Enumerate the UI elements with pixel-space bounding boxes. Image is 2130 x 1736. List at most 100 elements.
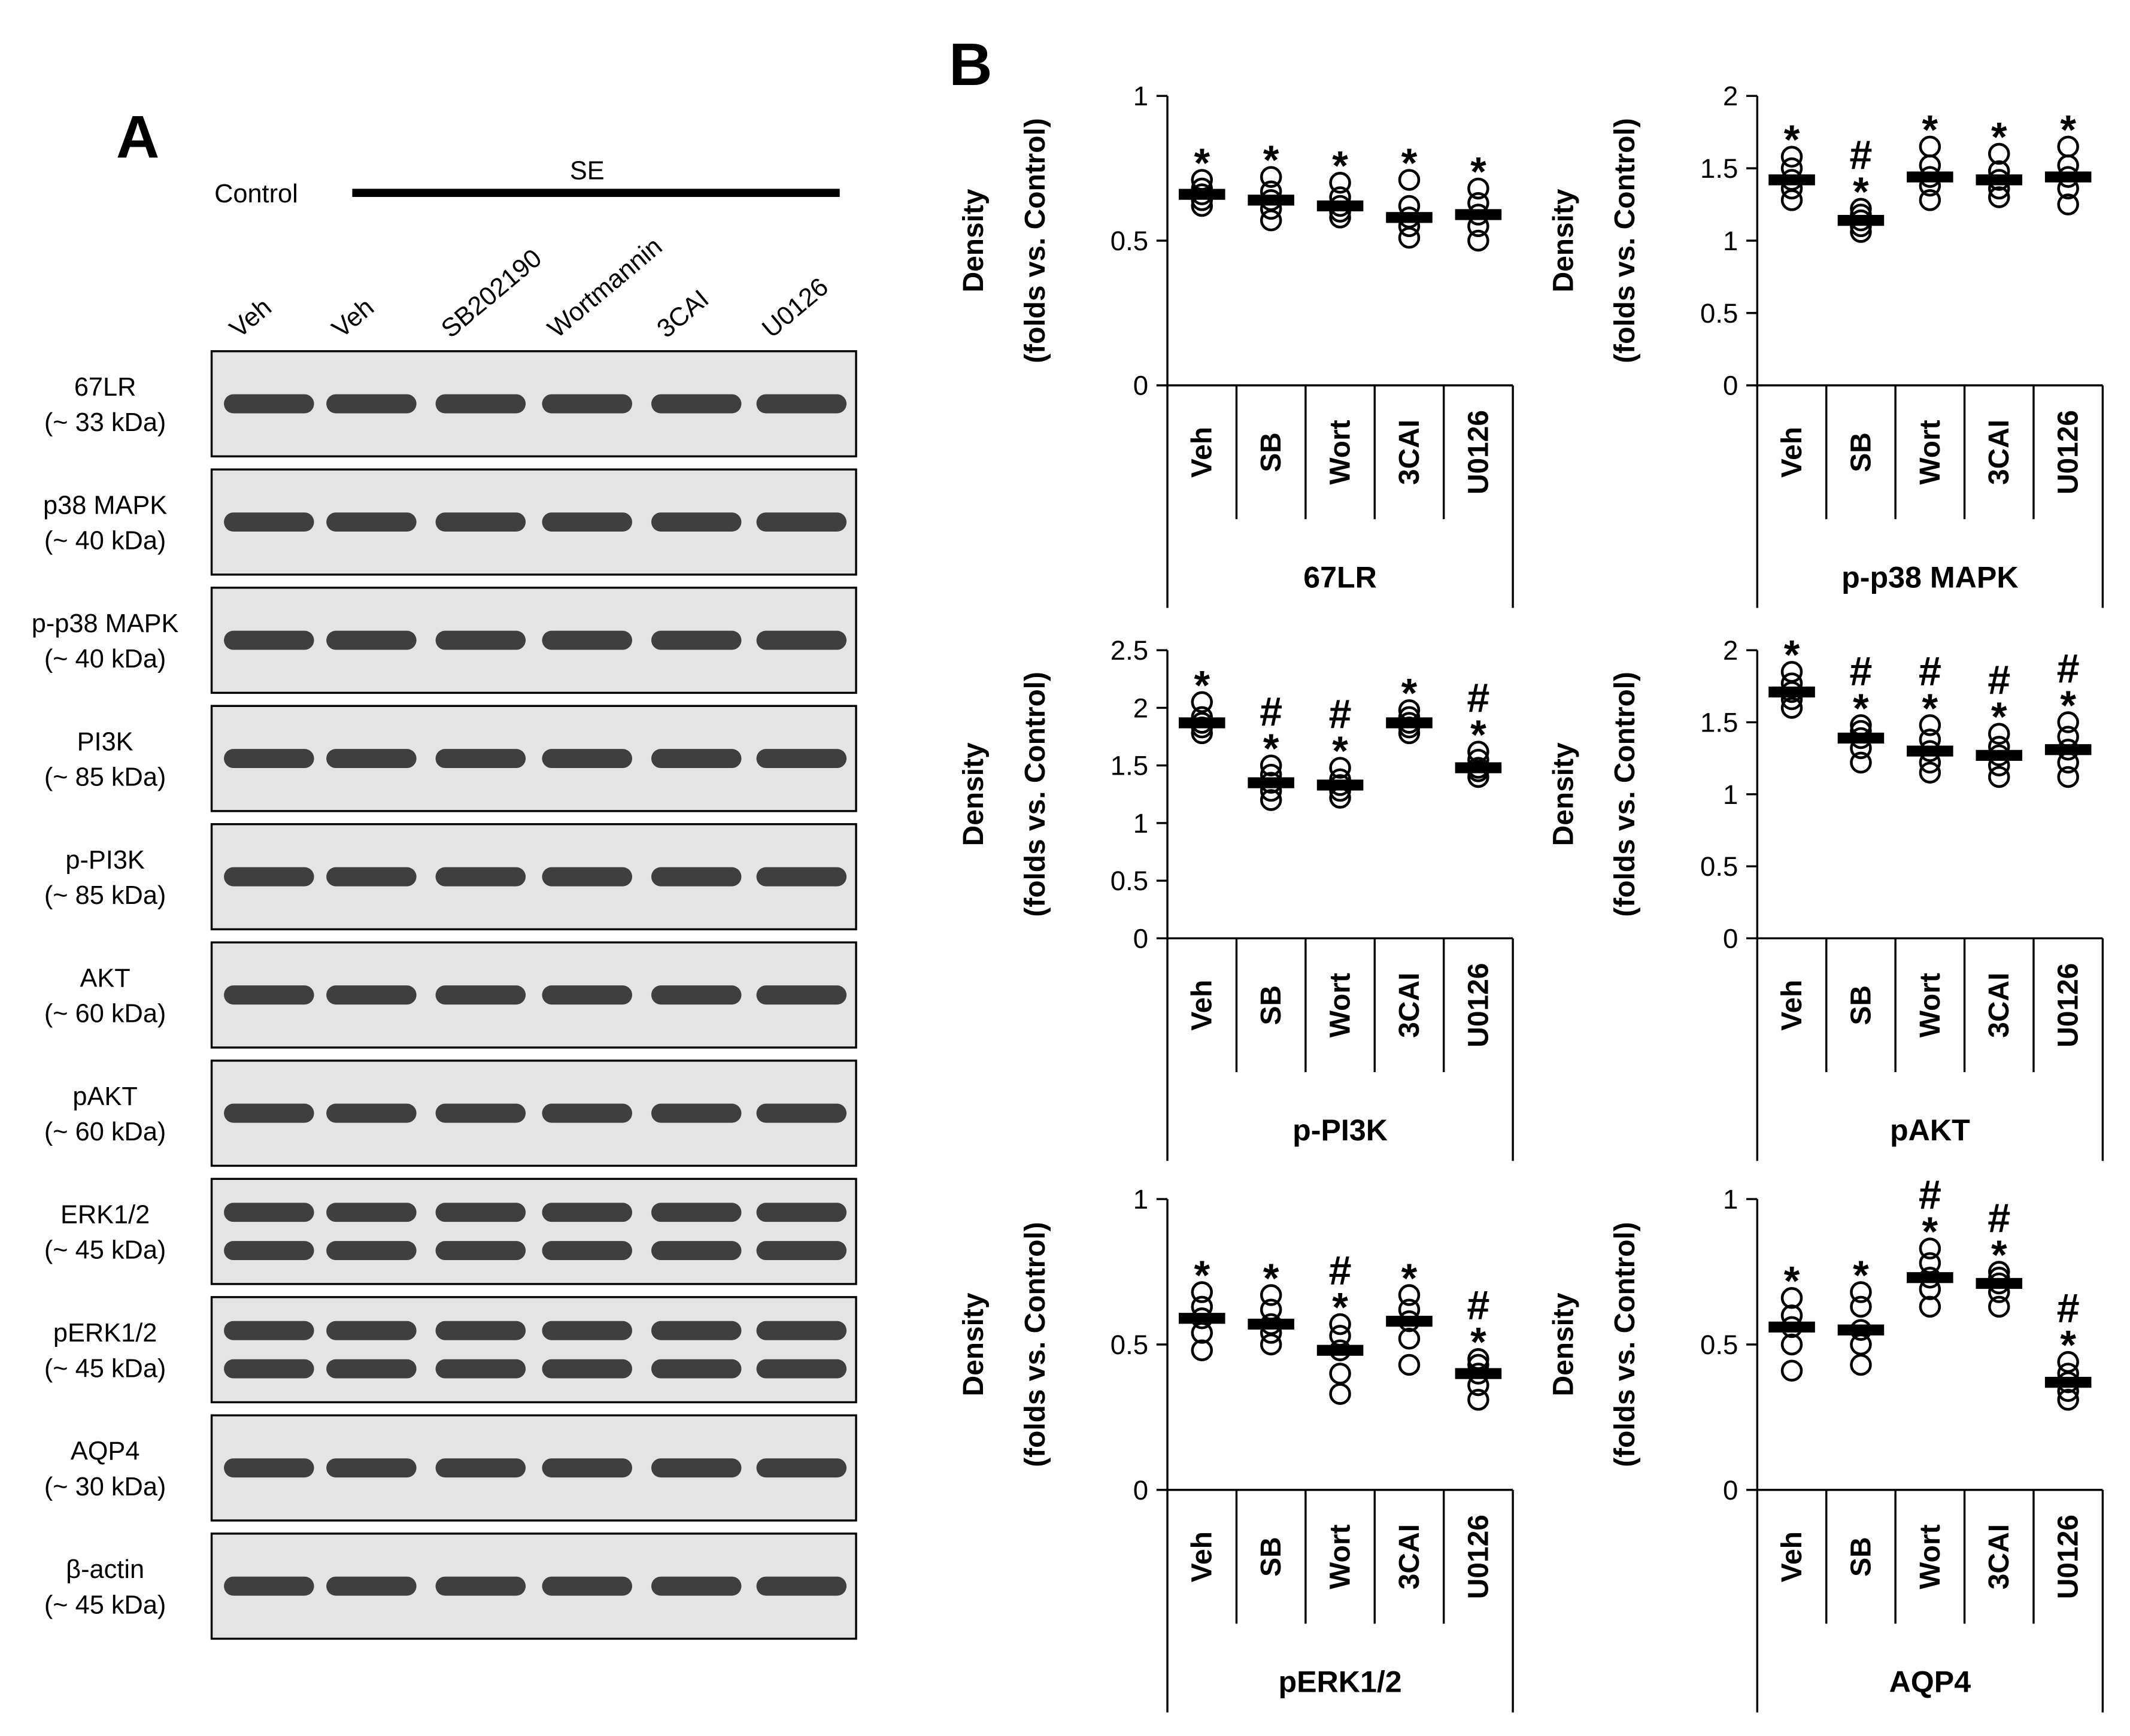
data-point: [1260, 789, 1282, 811]
data-point: [1988, 1295, 2010, 1318]
lane-label: Wortmannin: [542, 232, 667, 343]
group-label: pERK1/2: [1278, 1665, 1401, 1698]
band: [542, 1321, 632, 1340]
significance-mark: *: [1853, 686, 1869, 732]
band: [435, 630, 526, 650]
data-point: [1988, 186, 2010, 208]
y-tick-label: 2: [1723, 635, 1738, 666]
significance-mark: *: [1922, 1209, 1938, 1255]
y-tick-label: 1: [1133, 808, 1148, 839]
mean-bar: [1386, 1316, 1433, 1327]
significance-mark: *: [1470, 1320, 1486, 1365]
band: [542, 1203, 632, 1222]
significance-mark: *: [2060, 1323, 2076, 1368]
significance-mark: #: [2057, 646, 2080, 691]
blot-size: (~ 40 kDa): [44, 527, 166, 556]
mean-bar: [1768, 1321, 1815, 1333]
y-tick-label: 0.5: [1700, 1330, 1738, 1360]
significance-mark: *: [1991, 114, 2007, 160]
band: [326, 1458, 417, 1478]
data-point: [2057, 193, 2079, 216]
y-tick-label: 0: [1133, 923, 1148, 954]
y-tick-label: 0.5: [1700, 298, 1738, 329]
band: [542, 749, 632, 769]
lane-label: SB202190: [436, 244, 547, 344]
blot-name: ERK1/2: [60, 1200, 150, 1229]
x-tick-label: U0126: [2053, 410, 2085, 494]
y-tick-label: 1: [1723, 779, 1738, 810]
blot-size: (~ 30 kDa): [44, 1473, 166, 1501]
y-tick-label: 1: [1133, 81, 1148, 111]
significance-mark: #: [1329, 1248, 1352, 1294]
blot-size: (~ 85 kDa): [44, 763, 166, 792]
significance-mark: *: [1263, 726, 1279, 772]
band: [542, 1576, 632, 1596]
data-point: [1467, 177, 1489, 200]
significance-mark: #: [1988, 658, 2010, 703]
significance-mark: *: [1194, 141, 1210, 186]
mean-bar: [1386, 212, 1433, 223]
data-point: [1988, 142, 2010, 165]
x-tick-label: Wort: [1914, 973, 1946, 1037]
significance-mark: #: [1329, 691, 1352, 737]
band: [651, 1576, 742, 1596]
band: [326, 1203, 417, 1222]
significance-mark: #: [1919, 1173, 1941, 1218]
x-tick-label: 3CAI: [1394, 1524, 1425, 1589]
blot-box: [210, 1414, 857, 1522]
lane-label: 3CAI: [652, 284, 715, 344]
significance-mark: *: [1991, 694, 2007, 740]
band: [224, 749, 314, 769]
y-label: Density: [958, 1292, 990, 1396]
y-tick-label: 0: [1133, 371, 1148, 401]
band: [435, 394, 526, 414]
band: [224, 512, 314, 532]
blot-name: p-PI3K: [65, 846, 145, 875]
band: [542, 1458, 632, 1478]
group-label: AQP4: [1889, 1665, 1971, 1698]
y-tick-label: 0: [1723, 1475, 1738, 1506]
panel-b-label: B: [949, 31, 992, 98]
lane-label: Veh: [224, 293, 277, 344]
data-point: [1191, 1281, 1213, 1303]
data-point: [1780, 145, 1803, 168]
x-tick-label: SB: [1255, 1537, 1287, 1577]
band: [756, 1103, 847, 1123]
significance-mark: *: [1332, 1285, 1348, 1330]
band: [542, 1241, 632, 1261]
data-point: [2057, 711, 2079, 733]
y-tick-label: 2: [1133, 693, 1148, 723]
group-label: pAKT: [1890, 1113, 1970, 1147]
data-point: [1850, 1295, 1872, 1318]
data-point: [1988, 766, 2010, 788]
x-tick-label: U0126: [1463, 1515, 1494, 1599]
blot-box: [210, 350, 857, 458]
mean-bar: [1316, 200, 1364, 212]
band: [651, 1458, 742, 1478]
blot-box: [210, 941, 857, 1049]
data-point: [1467, 740, 1489, 763]
data-point: [1850, 1281, 1872, 1303]
significance-mark: #: [1849, 133, 1872, 178]
significance-mark: *: [1401, 1256, 1418, 1301]
x-tick-label: Veh: [1187, 980, 1218, 1031]
data-point: [1780, 1333, 1803, 1356]
band: [651, 867, 742, 887]
band: [435, 1576, 526, 1596]
mean-bar: [1976, 1277, 2023, 1289]
y-tick-label: 1: [1133, 1184, 1148, 1215]
band: [435, 1241, 526, 1261]
y-tick-label: 0: [1723, 371, 1738, 401]
data-point: [2057, 1389, 2079, 1411]
panel-a-label: A: [116, 104, 159, 171]
data-point: [1919, 189, 1941, 211]
significance-mark: #: [1919, 649, 1941, 694]
band: [435, 1103, 526, 1123]
y-tick-label: 0.5: [1700, 851, 1738, 882]
data-point: [1850, 751, 1872, 774]
significance-mark: *: [1332, 144, 1348, 189]
mean-bar: [1837, 1324, 1885, 1336]
x-tick-label: U0126: [2053, 1515, 2085, 1599]
significance-mark: *: [1784, 633, 1800, 678]
group-label: p-p38 MAPK: [1841, 560, 2018, 594]
